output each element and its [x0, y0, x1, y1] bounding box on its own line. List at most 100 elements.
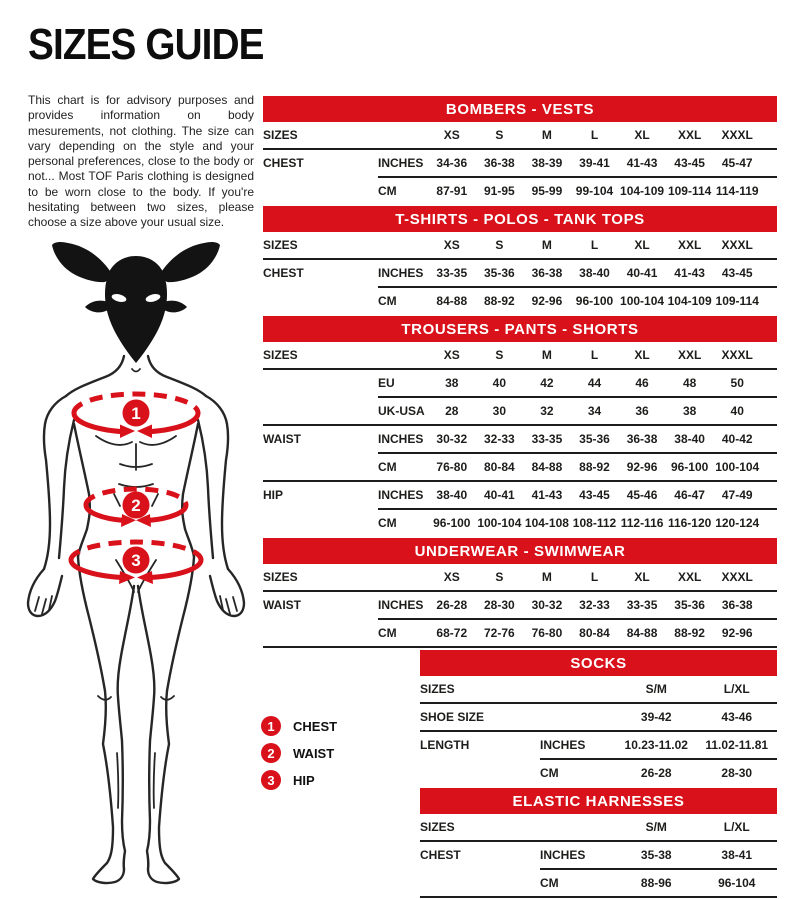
value-cell: S: [495, 348, 504, 362]
value-cell: 30-32: [436, 432, 468, 446]
unit-label: INCHES: [378, 488, 424, 502]
value-cell: 32-33: [579, 598, 610, 612]
table-row: CM 76-80 80-84 84-88 88-92 92-96 96-100 100-104: [263, 454, 777, 480]
unit-label: CM: [378, 184, 397, 198]
value-cell: 88-96: [640, 876, 672, 890]
value-cell: 76-80: [436, 460, 468, 474]
table-title: UNDERWEAR - SWIMWEAR: [263, 538, 777, 564]
value-cell: 104-109: [667, 294, 712, 308]
value-cell: 41-43: [626, 156, 658, 170]
divider: [263, 590, 777, 592]
row-label: SIZES: [263, 128, 298, 142]
value-cell: 41-43: [674, 266, 705, 280]
value-cell: 40: [492, 376, 507, 390]
value-cell: XXL: [677, 348, 702, 362]
value-cell: XS: [443, 238, 460, 252]
body-measurement-figure: 1 2 3: [18, 238, 260, 899]
value-cell: 92-96: [721, 626, 753, 640]
value-cell: XXL: [677, 570, 702, 584]
table-row: CM 87-91 91-95 95-99 99-104 104-109 109-114 114…: [263, 178, 777, 204]
value-cell: 108-112: [572, 516, 617, 530]
value-cell: 114-119: [715, 184, 759, 198]
hip-marker-badge: [122, 546, 150, 574]
value-cell: 46: [635, 376, 649, 390]
value-cell: 104-109: [620, 184, 665, 198]
value-cell: 96-100: [575, 294, 614, 308]
value-cell: XS: [443, 570, 460, 584]
row-label: SIZES: [420, 820, 455, 834]
value-cell: 48: [682, 376, 697, 390]
table-row: CM 96-100 100-104 104-108 108-112 112-116 116-…: [263, 510, 777, 536]
unit-label: INCHES: [378, 266, 424, 280]
size-table: ELASTIC HARNESSES SIZES S/M L/XL CHEST INCHES…: [420, 788, 777, 898]
value-cell: XL: [634, 570, 650, 584]
value-cell: 96-100: [433, 516, 471, 530]
value-cell: XXL: [677, 128, 702, 142]
table-row: SIZES XS S M L XL XXL XXXL: [263, 342, 777, 368]
value-cell: 33-35: [531, 432, 563, 446]
value-cell: 50: [730, 376, 744, 390]
legend-item-hip: 3 HIP: [261, 770, 337, 790]
value-cell: 30: [492, 404, 507, 418]
value-cell: 33-35: [626, 598, 658, 612]
divider: [420, 730, 777, 732]
unit-label: UK-USA: [378, 404, 425, 418]
hip-arrow-left: [119, 571, 135, 584]
row-label: WAIST: [263, 432, 301, 446]
divider: [420, 702, 777, 704]
table-row: CM 88-96 96-104: [420, 870, 777, 896]
value-cell: 38-40: [674, 432, 705, 446]
table-row: SIZES S/M L/XL: [420, 814, 777, 840]
unit-label: INCHES: [378, 598, 424, 612]
divider: [263, 148, 777, 150]
value-cell: 68-72: [436, 626, 468, 640]
table-title: BOMBERS - VESTS: [263, 96, 777, 122]
table-row: UK-USA 28 30 32 34 36 38 40: [263, 398, 777, 424]
unit-label: CM: [378, 516, 397, 530]
unit-label: INCHES: [540, 848, 586, 862]
legend-badge-2: 2: [261, 743, 281, 763]
size-tables: BOMBERS - VESTS SIZES XS S M L XL XXL XXXL CHEST I…: [263, 96, 777, 899]
table-row: SIZES S/M L/XL: [420, 676, 777, 702]
value-cell: 84-88: [436, 294, 468, 308]
unit-label: INCHES: [378, 156, 424, 170]
value-cell: 47-49: [721, 488, 753, 502]
hip-marker-number: 3: [131, 551, 140, 570]
divider: [420, 896, 777, 898]
value-cell: XXXL: [721, 128, 753, 142]
value-cell: S: [495, 238, 504, 252]
value-cell: 84-88: [531, 460, 563, 474]
unit-label: CM: [540, 766, 559, 780]
value-cell: M: [541, 238, 552, 252]
unit-label: INCHES: [378, 432, 424, 446]
value-cell: 45-47: [721, 156, 753, 170]
value-cell: 35-38: [640, 848, 672, 862]
value-cell: 34-36: [436, 156, 468, 170]
table-row: SIZES XS S M L XL XXL XXXL: [263, 564, 777, 590]
divider: [263, 480, 777, 482]
row-label: SIZES: [420, 682, 455, 696]
legend-badge-3: 3: [261, 770, 281, 790]
table-row: CHEST INCHES 35-38 38-41: [420, 842, 777, 868]
divider: [263, 368, 777, 370]
value-cell: S/M: [645, 682, 667, 696]
legend-item-chest: 1 CHEST: [261, 716, 337, 736]
waist-arrow-left: [121, 514, 136, 527]
table-row: CM 26-28 28-30: [420, 760, 777, 786]
divider: [263, 258, 777, 260]
table-title: T-SHIRTS - POLOS - TANK TOPS: [263, 206, 777, 232]
value-cell: 36-38: [626, 432, 658, 446]
bull-eye-right: [145, 294, 161, 302]
body-outline: [26, 354, 246, 885]
intro-text: This chart is for advisory purposes and …: [28, 93, 254, 230]
chest-marker-badge: [122, 399, 150, 427]
row-label: SIZES: [263, 238, 298, 252]
value-cell: 116-120: [667, 516, 712, 530]
size-table: T-SHIRTS - POLOS - TANK TOPS SIZES XS S M L XL…: [263, 206, 777, 314]
divider: [378, 176, 777, 178]
value-cell: XS: [443, 348, 460, 362]
bull-head-icon: [52, 241, 220, 363]
row-label: WAIST: [263, 598, 301, 612]
divider: [420, 840, 777, 842]
row-label: HIP: [263, 488, 284, 502]
